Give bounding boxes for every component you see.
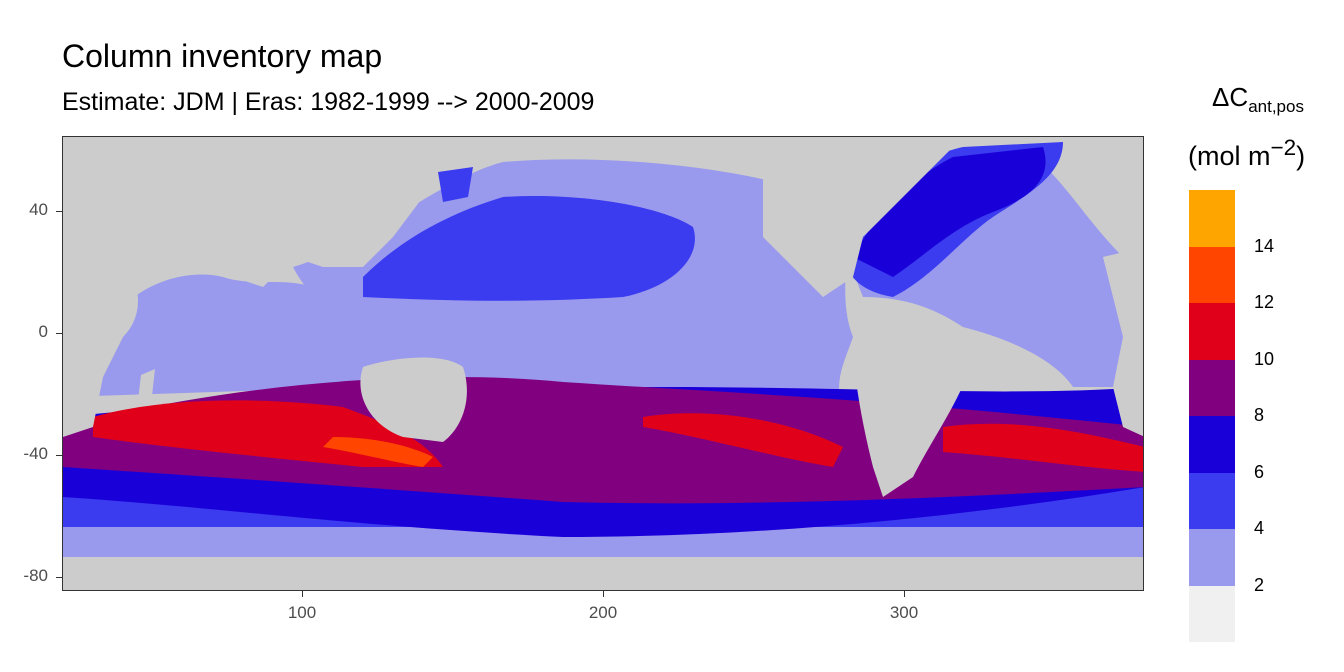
legend-label: 6 xyxy=(1254,461,1265,482)
legend-title: ΔCant,pos xyxy=(1212,82,1304,117)
north-america xyxy=(763,137,963,297)
map-title: Column inventory map xyxy=(62,38,383,74)
africa xyxy=(63,137,138,437)
antarctica xyxy=(63,557,1143,590)
north-atlantic-deep xyxy=(853,147,1046,277)
y-tickmark xyxy=(56,455,62,456)
legend-label: 10 xyxy=(1254,348,1275,369)
y-tick-label: 0 xyxy=(38,322,48,341)
europe-africa-east xyxy=(1103,247,1143,437)
y-tickmark xyxy=(56,577,62,578)
legend-label: 8 xyxy=(1254,405,1265,425)
legend-unit: (mol m−2) xyxy=(1188,135,1306,171)
map-panel xyxy=(62,136,1144,591)
x-tickmark xyxy=(904,591,905,597)
south-america xyxy=(853,326,973,497)
legend-swatch xyxy=(1189,585,1235,642)
map-subtitle: Estimate: JDM | Eras: 1982-1999 --> 2000… xyxy=(62,88,595,116)
atlantic-southern-red xyxy=(943,423,1143,472)
australia xyxy=(360,357,467,442)
color-legend-bar xyxy=(1189,190,1235,642)
legend-swatch xyxy=(1189,472,1235,529)
x-tickmark xyxy=(603,591,604,597)
japan-area-blue xyxy=(438,167,473,202)
legend-swatch xyxy=(1189,190,1235,247)
legend-swatch xyxy=(1189,246,1235,303)
y-tick-label: -40 xyxy=(23,444,48,463)
x-tick-label: 100 xyxy=(287,603,317,622)
ocean-map xyxy=(63,137,1143,590)
asia xyxy=(123,137,433,287)
y-tick-label: -80 xyxy=(23,566,48,585)
greenland-area xyxy=(1083,137,1143,216)
madagascar xyxy=(137,369,155,409)
legend-label: 12 xyxy=(1254,292,1275,312)
x-tick-label: 300 xyxy=(889,603,919,622)
x-tick-label: 200 xyxy=(588,603,618,622)
x-tickmark xyxy=(302,591,303,597)
legend-swatch xyxy=(1189,303,1235,360)
pacific-southern-red xyxy=(643,413,843,467)
y-tick-label: 40 xyxy=(29,200,48,219)
legend-label: 4 xyxy=(1254,518,1265,538)
north-pacific-blue xyxy=(363,196,695,301)
legend-label: 2 xyxy=(1254,574,1265,595)
legend-swatch xyxy=(1189,529,1235,586)
australia-south-orange xyxy=(323,437,433,467)
y-tickmark xyxy=(56,333,62,334)
legend-swatch xyxy=(1189,416,1235,473)
indian-basin xyxy=(63,274,393,409)
legend-label: 14 xyxy=(1254,235,1275,256)
southern-ocean xyxy=(63,377,1143,590)
y-tickmark xyxy=(56,211,62,212)
continents xyxy=(63,137,1143,497)
legend-swatch xyxy=(1189,359,1235,416)
indian-light-region xyxy=(63,274,393,397)
